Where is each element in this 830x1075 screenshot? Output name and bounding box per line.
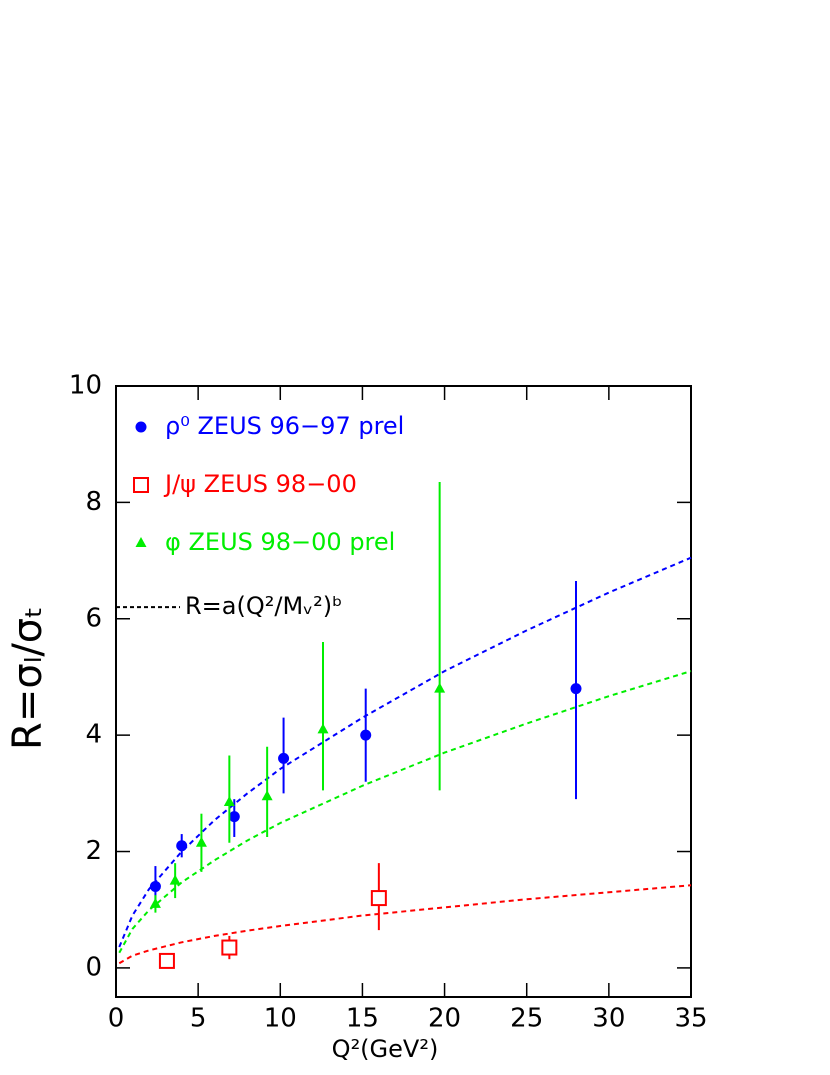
data-point [317, 723, 329, 734]
fit-legend-label: R=a(Q²/Mᵥ²)ᵇ [185, 592, 342, 620]
y-tick-label: 2 [85, 836, 102, 866]
data-point [278, 752, 290, 764]
legend-marker [135, 421, 147, 433]
data-point [360, 729, 372, 741]
x-tick-label: 25 [510, 1004, 543, 1034]
legend-marker [133, 477, 149, 493]
y-axis-label: R=σₗ/σₜ [5, 606, 51, 750]
data-point [370, 890, 387, 907]
data-point [176, 840, 188, 852]
legend-label: J/ψ ZEUS 98−00 [163, 470, 357, 498]
legend-marker [135, 537, 147, 547]
data-point [228, 811, 240, 823]
y-tick-label: 8 [85, 487, 102, 517]
plot-frame [115, 385, 692, 998]
x-axis-label: Q²(GeV²) [332, 1035, 439, 1063]
data-point [570, 683, 582, 695]
legend-label: φ ZEUS 98−00 prel [165, 528, 395, 556]
legend-label: ρ⁰ ZEUS 96−97 prel [165, 412, 404, 440]
data-point [221, 939, 238, 956]
data-point [434, 682, 446, 693]
y-tick-label: 10 [69, 371, 102, 401]
data-point [169, 874, 181, 885]
data-point [223, 796, 235, 807]
fit-curve [118, 670, 692, 954]
y-tick-label: 0 [85, 952, 102, 982]
x-tick-label: 20 [428, 1004, 461, 1034]
x-tick-label: 5 [190, 1004, 207, 1034]
fit-curve [118, 556, 692, 948]
x-tick-label: 30 [592, 1004, 625, 1034]
data-point [261, 790, 273, 801]
y-tick-label: 6 [85, 603, 102, 633]
data-point [158, 952, 175, 969]
data-point [149, 897, 161, 908]
x-tick-label: 10 [264, 1004, 297, 1034]
fit-curve [118, 884, 692, 965]
y-tick-label: 4 [85, 720, 102, 750]
x-tick-label: 15 [346, 1004, 379, 1034]
x-tick-label: 35 [674, 1004, 707, 1034]
data-point [195, 836, 207, 847]
x-tick-label: 0 [108, 1004, 125, 1034]
data-point [149, 880, 161, 892]
